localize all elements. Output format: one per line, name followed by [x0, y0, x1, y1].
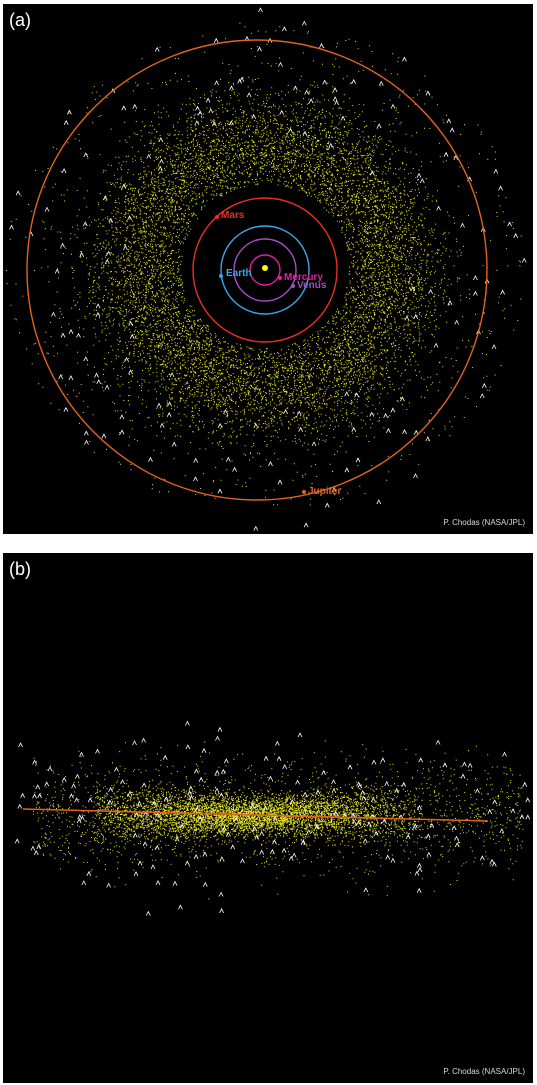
label-earth: Earth	[226, 268, 252, 279]
image-credit-b: P. Chodas (NASA/JPL)	[443, 1067, 525, 1076]
top-view-plot	[5, 7, 527, 531]
image-credit-a: P. Chodas (NASA/JPL)	[443, 518, 525, 527]
mercury-dot	[278, 276, 282, 280]
earth-orbit	[220, 225, 310, 315]
asteroid-belt	[5, 22, 522, 506]
panel-a-top-view: (a) Mars Earth Mercury Venus Jupiter P. …	[3, 4, 533, 534]
earth-dot	[219, 274, 223, 278]
label-mercury: Mercury	[284, 272, 323, 283]
mercury-orbit	[249, 254, 281, 286]
label-jupiter: Jupiter	[308, 486, 342, 497]
jupiter-orbit-edge	[22, 808, 489, 822]
sun	[262, 265, 268, 271]
jupiter-orbit	[26, 39, 488, 501]
label-venus: Venus	[297, 280, 327, 291]
comet-markers	[9, 7, 527, 531]
venus-dot	[291, 284, 295, 288]
venus-orbit	[233, 238, 297, 302]
jupiter-dot	[302, 490, 306, 494]
panel-label-a: (a)	[9, 10, 31, 30]
mars-orbit	[192, 197, 338, 343]
panel-label-b: (b)	[9, 559, 31, 579]
asteroid-belt-edge	[33, 740, 524, 900]
label-mars: Mars	[221, 210, 245, 221]
panel-b-edge-view: (b) P. Chodas (NASA/JPL)	[3, 553, 533, 1083]
comet-markers-edge	[14, 720, 531, 916]
edge-view-plot	[14, 720, 531, 916]
mars-dot	[215, 215, 219, 219]
